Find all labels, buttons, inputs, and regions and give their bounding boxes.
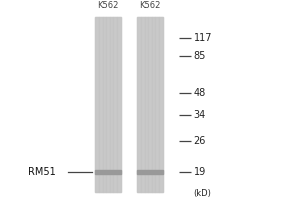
Bar <box>95 17 99 192</box>
Bar <box>155 17 159 192</box>
Bar <box>141 17 145 192</box>
Bar <box>148 17 152 192</box>
Bar <box>137 17 163 192</box>
Bar <box>113 17 117 192</box>
Text: 34: 34 <box>194 110 206 120</box>
Text: 48: 48 <box>194 88 206 98</box>
Bar <box>103 17 106 192</box>
Text: K562: K562 <box>139 1 161 10</box>
Bar <box>145 17 148 192</box>
Text: RM51: RM51 <box>28 167 56 177</box>
Bar <box>137 17 141 192</box>
Bar <box>95 170 121 174</box>
Bar <box>159 17 163 192</box>
Bar <box>152 17 155 192</box>
Text: 85: 85 <box>194 51 206 61</box>
Text: 117: 117 <box>194 33 212 43</box>
Bar <box>95 17 121 192</box>
Bar <box>110 17 113 192</box>
Text: (kD): (kD) <box>194 189 211 198</box>
Text: K562: K562 <box>97 1 119 10</box>
Bar <box>117 17 121 192</box>
Text: 26: 26 <box>194 136 206 146</box>
Bar <box>106 17 110 192</box>
Bar <box>137 170 163 174</box>
Text: 19: 19 <box>194 167 206 177</box>
Bar <box>99 17 103 192</box>
